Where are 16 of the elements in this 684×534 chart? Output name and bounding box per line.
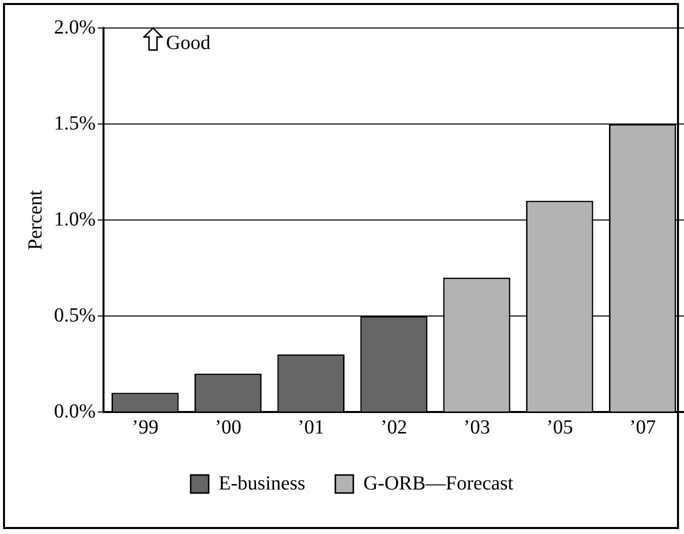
x-tick-label: ’05 bbox=[546, 416, 573, 438]
x-tick-label: ’01 bbox=[298, 416, 324, 438]
y-tick-label: 0.5% bbox=[54, 304, 96, 326]
y-tick-label: 0.0% bbox=[54, 400, 96, 422]
x-tick-label: ’07 bbox=[629, 416, 656, 438]
legend-label: E-business bbox=[218, 472, 306, 494]
y-axis-title: Percent bbox=[24, 190, 46, 250]
x-tick-label: ’02 bbox=[380, 416, 408, 438]
legend-label: G-ORB—Forecast bbox=[363, 472, 514, 494]
y-tick-label: 1.0% bbox=[54, 208, 96, 230]
x-tick-label: ’03 bbox=[463, 416, 490, 438]
x-tick-label: ’00 bbox=[214, 416, 242, 438]
x-tick-label: ’99 bbox=[132, 416, 158, 438]
y-tick-label: 2.0% bbox=[54, 16, 96, 38]
y-tick-label: 1.5% bbox=[54, 112, 96, 134]
annotation: Good bbox=[166, 32, 210, 54]
